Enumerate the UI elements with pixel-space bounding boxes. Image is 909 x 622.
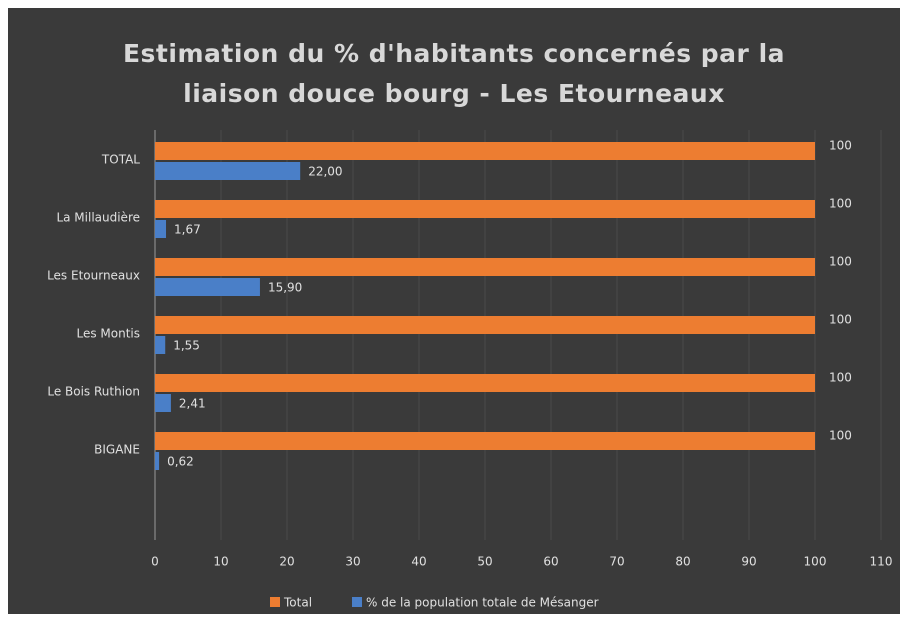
bar: [155, 278, 260, 296]
x-tick-label: 10: [213, 555, 228, 569]
data-label: 100: [829, 197, 852, 211]
x-tick-label: 50: [477, 555, 492, 569]
data-label: 2,41: [179, 397, 206, 411]
legend-label: % de la population totale de Mésanger: [366, 596, 599, 610]
data-label: 22,00: [308, 165, 342, 179]
bar: [155, 162, 301, 180]
bar: [155, 374, 815, 392]
x-tick-label: 100: [804, 555, 827, 569]
data-label: 15,90: [268, 281, 302, 295]
x-tick-label: 30: [345, 555, 360, 569]
legend-swatch: [352, 597, 362, 607]
chart-title: Estimation du % d'habitants concernés pa…: [122, 39, 786, 108]
bar: [155, 316, 815, 334]
data-label: 100: [829, 313, 852, 327]
bar: [155, 432, 815, 450]
bar: [155, 220, 167, 238]
bar: [155, 258, 815, 276]
y-tick-label: La Millaudière: [56, 211, 140, 225]
y-tick-label: BIGANE: [94, 443, 140, 457]
x-tick-label: 70: [609, 555, 624, 569]
chart-background: [8, 8, 900, 614]
data-label: 100: [829, 255, 852, 269]
data-label: 0,62: [167, 455, 194, 469]
bar: [155, 200, 815, 218]
data-label: 100: [829, 371, 852, 385]
x-tick-label: 20: [279, 555, 294, 569]
legend-swatch: [270, 597, 280, 607]
data-label: 100: [829, 139, 852, 153]
data-label: 100: [829, 429, 852, 443]
x-tick-label: 40: [411, 555, 426, 569]
data-label: 1,55: [173, 339, 200, 353]
x-tick-label: 110: [870, 555, 893, 569]
y-tick-label: TOTAL: [101, 153, 140, 167]
x-tick-label: 90: [741, 555, 756, 569]
y-tick-label: Les Montis: [76, 327, 140, 341]
y-tick-label: Le Bois Ruthion: [47, 385, 140, 399]
data-label: 1,67: [174, 223, 201, 237]
x-tick-label: 0: [151, 555, 159, 569]
x-tick-label: 60: [543, 555, 558, 569]
bar: [155, 336, 166, 354]
bar: [155, 394, 171, 412]
y-tick-label: Les Etourneaux: [47, 269, 140, 283]
bar: [155, 452, 160, 470]
bar: [155, 142, 815, 160]
legend-label: Total: [283, 596, 312, 610]
x-tick-label: 80: [675, 555, 690, 569]
